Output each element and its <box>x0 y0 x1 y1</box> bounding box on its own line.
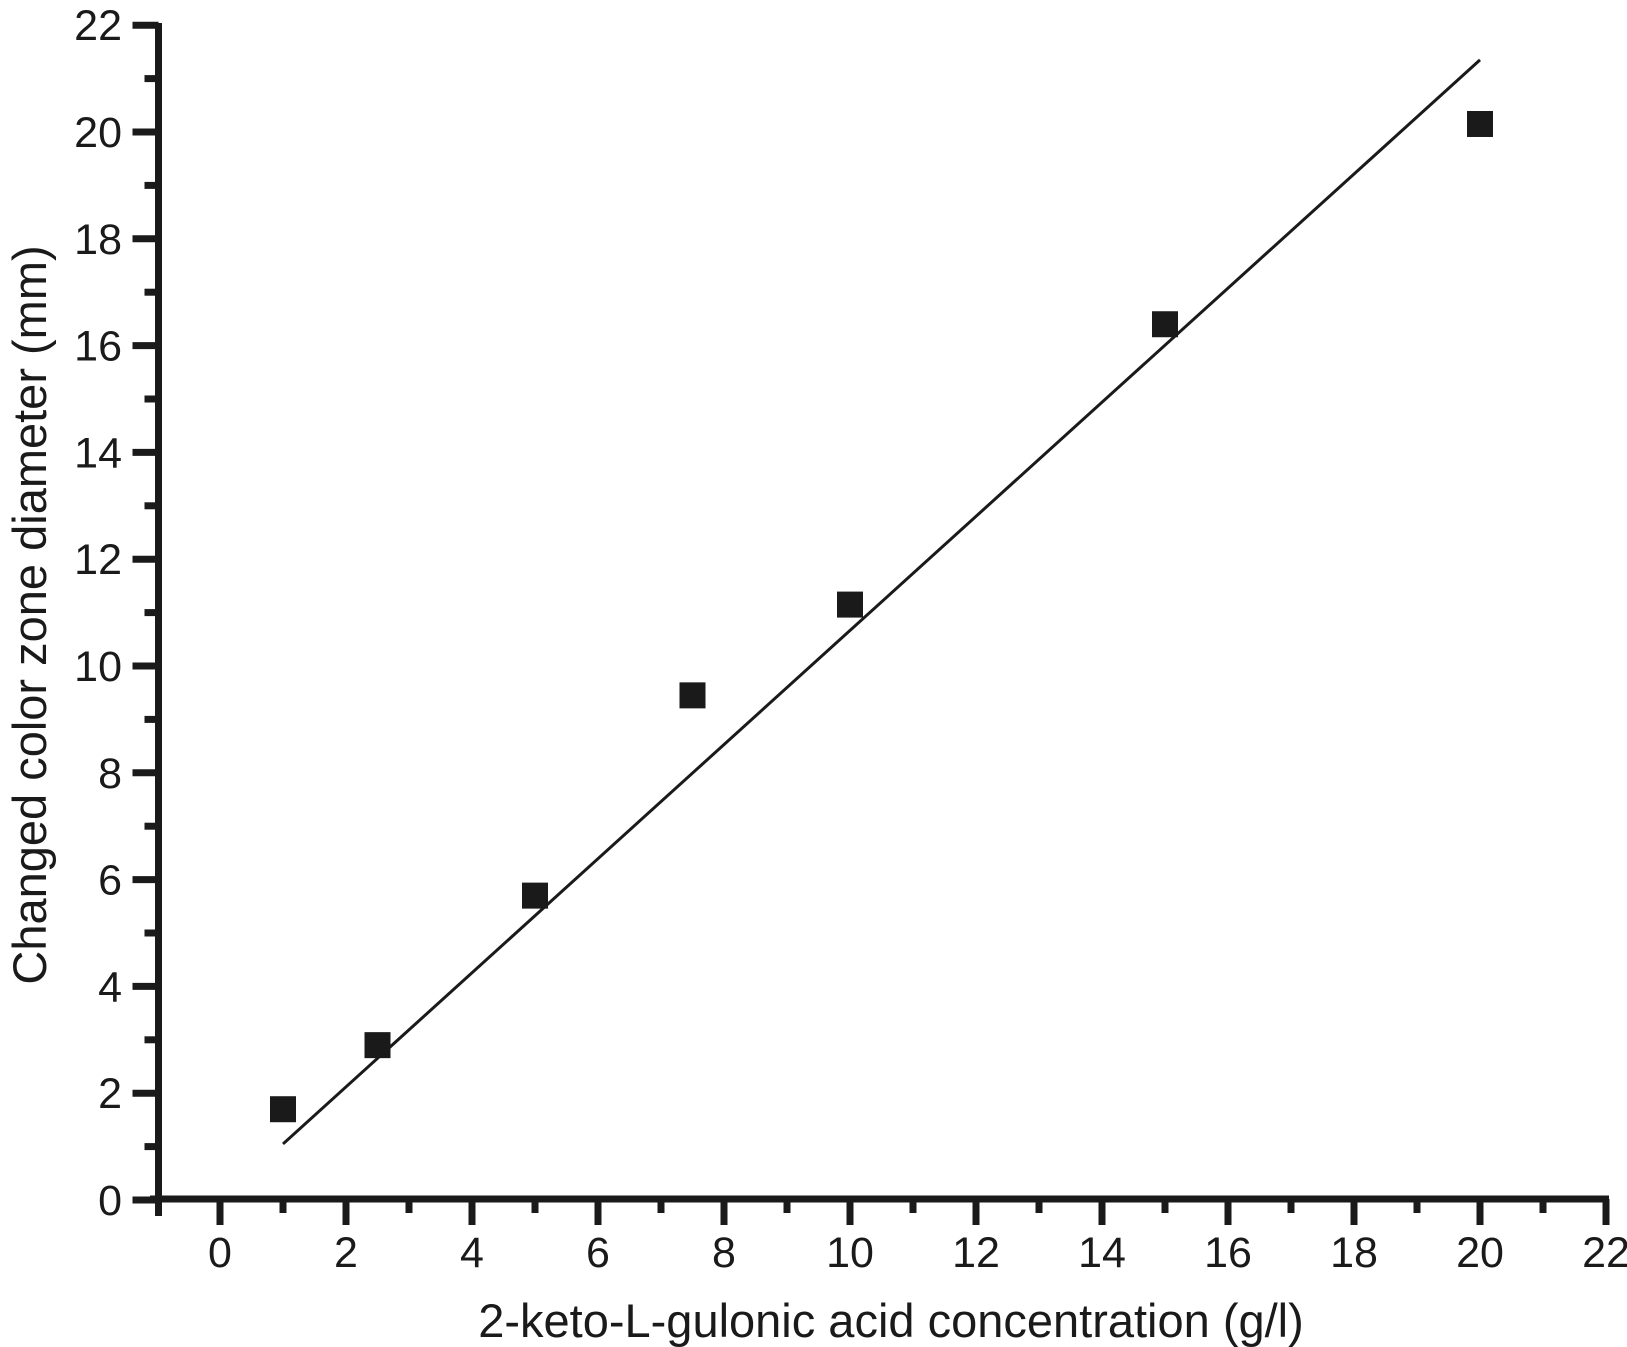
data-point-marker <box>270 1096 296 1123</box>
y-tick-label: 4 <box>98 963 122 1011</box>
data-point-marker <box>679 682 706 709</box>
axes <box>150 23 1609 1216</box>
x-tick-label: 10 <box>826 1229 874 1277</box>
y-tick-label: 16 <box>74 323 122 371</box>
x-tick-label: 4 <box>460 1229 484 1277</box>
x-tick-label: 18 <box>1330 1229 1378 1277</box>
y-tick-label: 14 <box>74 429 122 477</box>
x-tick-label: 0 <box>208 1229 232 1277</box>
data-point-marker <box>522 882 548 909</box>
x-axis-title: 2-keto-L-gulonic acid concentration (g/l… <box>478 1294 1304 1347</box>
x-tick-label: 14 <box>1078 1229 1126 1277</box>
y-axis-title: Changed color zone diameter (mm) <box>3 245 56 984</box>
x-tick-label: 12 <box>952 1229 1000 1277</box>
y-tick-label: 0 <box>98 1177 122 1225</box>
data-point-marker <box>1152 311 1178 338</box>
fit-line <box>281 58 1482 1146</box>
x-tick-label: 8 <box>712 1229 736 1277</box>
y-tick-label: 2 <box>98 1070 122 1118</box>
x-tick-label: 22 <box>1582 1229 1627 1277</box>
y-tick-label: 20 <box>74 109 122 157</box>
y-tick-label: 12 <box>74 536 122 584</box>
y-tick-label: 6 <box>98 857 122 905</box>
x-axis-ticks: 0 2 4 6 8 10 12 14 16 18 20 22 <box>208 1199 1627 1277</box>
x-tick-label: 2 <box>334 1229 358 1277</box>
x-tick-label: 20 <box>1456 1229 1504 1277</box>
data-points <box>270 110 1493 1123</box>
y-axis-ticks: 0 2 4 6 8 10 12 14 16 18 20 22 <box>74 2 159 1225</box>
x-tick-label: 16 <box>1204 1229 1252 1277</box>
y-tick-label: 10 <box>74 643 122 691</box>
x-tick-label: 6 <box>586 1229 610 1277</box>
data-point-marker <box>1467 110 1493 137</box>
y-tick-label: 8 <box>98 750 122 798</box>
data-point-marker <box>364 1032 391 1059</box>
y-tick-label: 22 <box>74 2 122 50</box>
data-point-marker <box>837 591 863 618</box>
y-tick-label: 18 <box>74 216 122 264</box>
